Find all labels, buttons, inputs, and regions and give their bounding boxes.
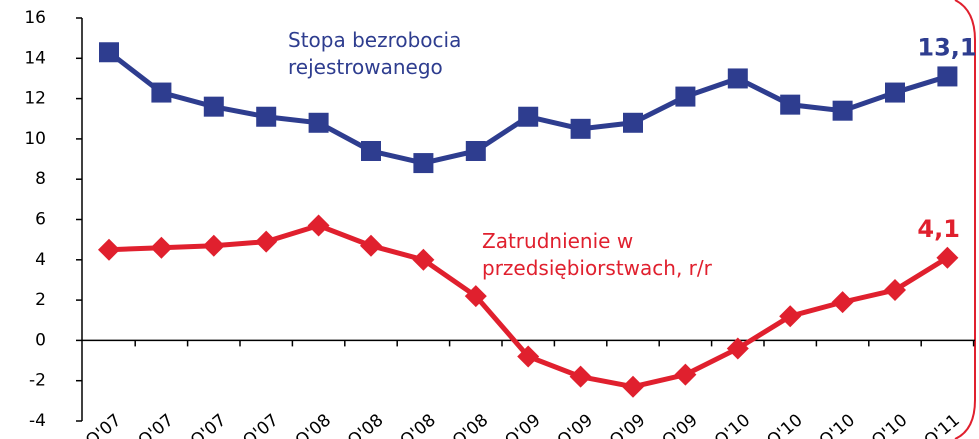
marker — [307, 214, 330, 237]
x-tick-label: 4Q'08 — [441, 410, 493, 439]
marker — [726, 337, 749, 360]
marker — [360, 234, 382, 257]
marker — [465, 140, 486, 161]
marker — [517, 345, 540, 368]
marker — [361, 140, 381, 161]
marker — [150, 236, 173, 259]
marker — [569, 365, 592, 388]
marker — [623, 112, 643, 133]
marker — [832, 100, 853, 121]
y-tick-label: 14 — [24, 48, 46, 68]
x-tick-label: 2Q'09 — [545, 410, 597, 439]
y-tick-label: 12 — [24, 89, 46, 109]
marker — [518, 106, 539, 127]
marker — [99, 42, 119, 63]
y-tick-label: -2 — [29, 371, 46, 391]
x-tick-label: 2Q'07 — [126, 410, 178, 439]
x-tick-label: 1Q'09 — [493, 410, 545, 439]
x-tick-label: 1Q'11 — [912, 410, 964, 439]
x-tick-label: 2Q'10 — [755, 410, 807, 439]
x-tick-label: 1Q'08 — [283, 410, 335, 439]
y-tick-label: 8 — [35, 169, 46, 189]
marker — [779, 305, 802, 328]
marker — [884, 279, 906, 302]
marker — [674, 363, 697, 386]
x-tick-label: 3Q'08 — [388, 410, 440, 439]
y-tick-label: 4 — [35, 250, 46, 270]
y-tick-label: 2 — [35, 290, 46, 310]
marker — [255, 230, 278, 253]
y-tick-label: 16 — [24, 8, 46, 28]
marker — [202, 234, 225, 257]
frame — [954, 0, 976, 439]
marker — [308, 112, 329, 133]
value-label: 4,1 — [917, 215, 960, 243]
series-label: Zatrudnienie w przedsiębiorstwach, r/r — [482, 229, 712, 280]
x-tick-label: 3Q'07 — [179, 410, 231, 439]
series-label: Stopa bezrobocia rejestrowanego — [288, 28, 462, 79]
marker — [780, 94, 801, 115]
marker — [885, 82, 905, 103]
marker — [831, 291, 854, 314]
x-tick-label: 2Q'08 — [336, 410, 388, 439]
marker — [256, 106, 277, 127]
marker — [413, 153, 434, 174]
y-tick-label: 10 — [24, 129, 46, 149]
x-tick-label: 3Q'10 — [807, 410, 859, 439]
y-tick-label: 6 — [35, 210, 46, 230]
marker — [98, 238, 120, 261]
marker — [151, 82, 172, 103]
y-tick-label: 0 — [35, 330, 46, 350]
marker — [727, 68, 748, 89]
x-tick-label: 4Q'07 — [231, 410, 283, 439]
x-tick-label: 4Q'09 — [650, 410, 702, 439]
marker — [464, 285, 487, 308]
marker — [203, 96, 224, 117]
marker — [936, 246, 959, 269]
marker — [937, 66, 958, 87]
x-tick-label: 3Q'09 — [598, 410, 650, 439]
value-label: 13,1 — [917, 33, 976, 61]
marker — [412, 248, 435, 271]
marker — [622, 375, 644, 398]
y-tick-label: -4 — [29, 411, 46, 431]
marker — [570, 118, 591, 139]
x-tick-label: 1Q'10 — [703, 410, 755, 439]
marker — [675, 86, 696, 107]
x-tick-label: 4Q'10 — [860, 410, 912, 439]
